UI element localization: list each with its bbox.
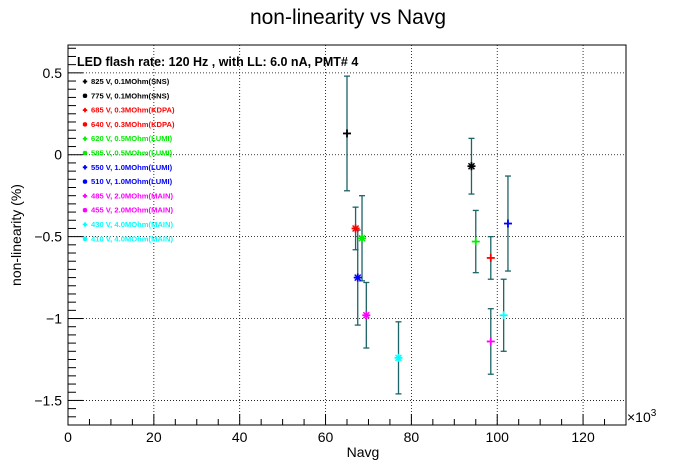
marker-stroke [82,150,88,156]
marker-stroke [82,122,88,127]
x-axis-multiplier: ×103 [627,408,657,425]
data-point [486,253,495,262]
marker-stroke [82,236,88,241]
x-tick-label: 40 [232,429,248,445]
data-point [471,237,480,246]
y-tick-label: −0.5 [34,229,62,245]
marker-stroke [362,311,370,319]
legend-label: 685 V, 0.3MOhm(KDPA) [91,106,175,115]
x-tick-label: 60 [318,429,334,445]
x-tick-label: 120 [571,429,595,445]
y-tick-label: −1 [46,311,62,327]
data-point [499,311,508,320]
data-point [394,353,403,362]
data-point [362,311,371,320]
legend-marker [82,79,88,84]
legend-marker [82,179,88,184]
error-bars [344,75,511,395]
y-tick-label: 0.5 [43,65,63,81]
legend-item: 775 V, 0.1MOhm(SNS) [82,91,170,100]
legend-marker [82,236,88,241]
legend-header: LED flash rate: 120 Hz , with LL: 6.0 nA… [77,55,358,69]
legend-label: 825 V, 0.1MOhm(SNS) [91,77,170,86]
marker-stroke [395,354,403,362]
legend-marker [82,222,88,227]
marker-stroke [352,224,360,232]
marker-stroke [82,93,88,98]
data-markers [343,129,512,362]
y-tick-label: 0 [54,147,62,163]
legend-label: 550 V, 1.0MOhm(LUMI) [91,163,173,172]
legend-label: 485 V, 2.0MOhm(MAIN) [91,191,173,200]
legend-marker [82,122,88,127]
x-tick-label: 20 [146,429,162,445]
marker-stroke [82,179,88,184]
chart-title: non-linearity vs Navg [250,6,446,29]
legend-label: 620 V, 0.5MOhm(LUMI) [91,134,173,143]
x-tick-label: 80 [404,429,420,445]
legend-label: 410 V, 4.0MOhm(MAIN) [91,234,173,243]
legend-item: 685 V, 0.3MOhm(KDPA) [82,106,175,115]
legend-item: 410 V, 4.0MOhm(MAIN) [82,234,173,243]
marker-stroke [467,162,475,170]
legend-marker [82,93,88,98]
legend-marker [82,193,88,199]
data-point [467,162,476,171]
legend-label: 430 V, 4.0MOhm(MAIN) [91,220,173,229]
y-axis-label: non-linearity (%) [8,184,24,286]
legend-item: 640 V, 0.3MOhm(KDPA) [82,120,175,129]
legend-marker [82,150,88,156]
data-point [358,234,367,243]
marker-stroke [82,208,88,213]
legend-item: 455 V, 2.0MOhm(MAIN) [82,206,173,215]
legend-marker [82,136,88,141]
legend-item: 550 V, 1.0MOhm(LUMI) [82,163,173,172]
x-tick-label: 100 [486,429,510,445]
marker-stroke [358,234,366,242]
legend-marker [82,165,88,170]
legend-label: 775 V, 0.1MOhm(SNS) [91,91,170,100]
grid-lines [68,45,626,425]
legend-item: 825 V, 0.1MOhm(SNS) [82,77,170,86]
x-axis-ticks: 0 20 40 60 80 100 120 [64,414,627,445]
data-point [503,219,512,228]
x-axis-label: Navg [347,444,380,460]
legend: LED flash rate: 120 Hz , with LL: 6.0 nA… [77,55,358,243]
data-point [343,129,351,138]
legend-item: 585 V, 0.5MOhm(LUMI) [82,149,173,158]
legend-label: 585 V, 0.5MOhm(LUMI) [91,149,173,158]
data-point [486,337,495,346]
marker-stroke [354,274,362,282]
data-point [351,224,360,233]
y-tick-label: −1.5 [34,392,62,408]
data-point [353,273,362,282]
legend-item: 430 V, 4.0MOhm(MAIN) [82,220,173,229]
legend-item: 510 V, 1.0MOhm(LUMI) [82,177,173,186]
legend-label: 510 V, 1.0MOhm(LUMI) [91,177,173,186]
legend-item: 620 V, 0.5MOhm(LUMI) [82,134,173,143]
legend-marker [82,208,88,213]
legend-label: 455 V, 2.0MOhm(MAIN) [91,206,173,215]
legend-marker [82,107,88,113]
legend-item: 485 V, 2.0MOhm(MAIN) [82,191,173,200]
legend-label: 640 V, 0.3MOhm(KDPA) [91,120,175,129]
y-axis-ticks: −1.5 −1 −0.5 0 0.5 [34,47,83,418]
x-tick-label: 0 [64,429,72,445]
